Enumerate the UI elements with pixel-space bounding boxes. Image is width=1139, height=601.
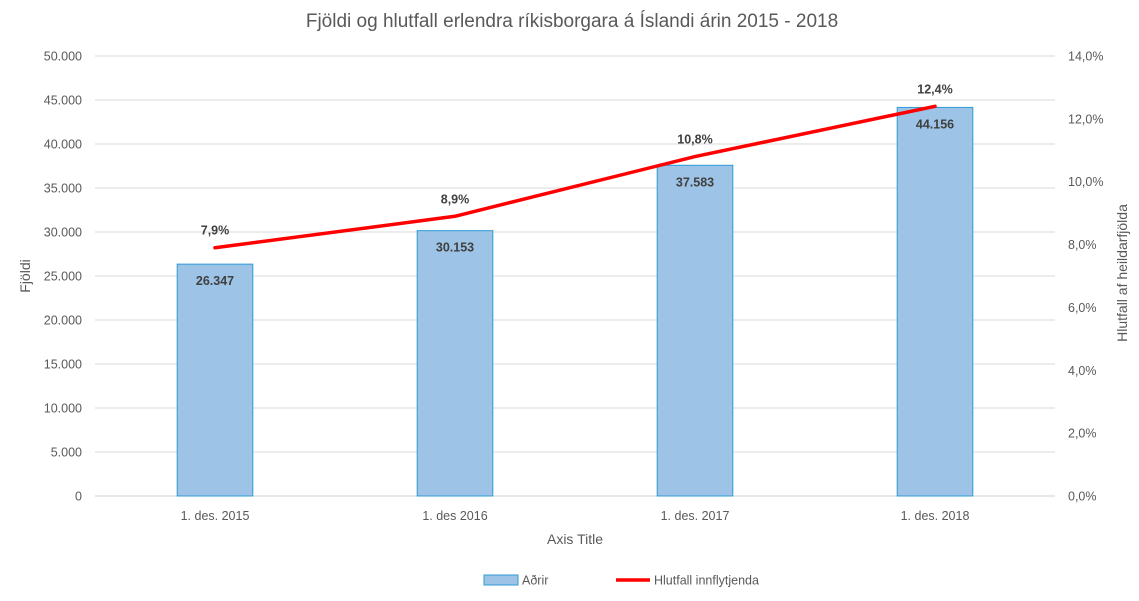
x-tick-label: 1. des 2016: [422, 509, 487, 523]
bar-series: [176, 106, 974, 497]
bar-value-label: 30.153: [436, 241, 474, 255]
line-value-label: 12,4%: [917, 82, 952, 96]
legend: Aðrir Hlutfall innflytjenda: [483, 574, 759, 588]
y-tick-label: 45.000: [44, 94, 82, 108]
y-tick-label: 50.000: [44, 50, 82, 64]
legend-label: Aðrir: [522, 574, 548, 588]
y2-tick-label: 0,0%: [1068, 490, 1097, 504]
bar: [656, 164, 734, 497]
bar-value-label: 26.347: [196, 274, 234, 288]
bar-value-label: 37.583: [676, 175, 714, 189]
chart-title: Fjöldi og hlutfall erlendra ríkisborgara…: [306, 11, 838, 32]
line-value-label: 7,9%: [201, 224, 230, 238]
line-series: [213, 104, 937, 250]
data-labels: 26.347 30.153 37.583 44.156 7,9% 8,9% 10,8% 12,…: [196, 82, 954, 288]
y2-tick-label: 10,0%: [1068, 175, 1103, 189]
legend-label: Hlutfall innflytjenda: [654, 574, 759, 588]
y-tick-label: 30.000: [44, 226, 82, 240]
x-tick-label: 1. des. 2018: [901, 509, 970, 523]
x-axis-title: Axis Title: [547, 531, 603, 547]
y-tick-label: 10.000: [44, 402, 82, 416]
y-tick-label: 0: [75, 490, 82, 504]
legend-swatch-bar: [483, 574, 519, 586]
y2-tick-label: 8,0%: [1068, 238, 1097, 252]
y-axis-right-ticks: 0,0% 2,0% 4,0% 6,0% 8,0% 10,0% 12,0% 14,0%: [1068, 50, 1103, 504]
y-tick-label: 40.000: [44, 138, 82, 152]
y2-tick-label: 2,0%: [1068, 427, 1097, 441]
bar: [416, 230, 494, 497]
y2-tick-label: 14,0%: [1068, 50, 1103, 64]
y2-tick-label: 4,0%: [1068, 364, 1097, 378]
y-axis-left-title: Fjöldi: [17, 259, 33, 292]
y-tick-label: 25.000: [44, 270, 82, 284]
y-axis-right-title: Hlutfall af heildarfjölda: [1114, 204, 1130, 342]
bar-value-label: 44.156: [916, 117, 954, 131]
x-tick-label: 1. des. 2017: [661, 509, 730, 523]
y-axis-left-ticks: 0 5.000 10.000 15.000 20.000 25.000 30.000 35.0…: [44, 50, 82, 504]
bar: [896, 106, 974, 497]
x-axis-ticks: 1. des. 2015 1. des 2016 1. des. 2017 1. de…: [181, 509, 970, 523]
y-tick-label: 15.000: [44, 358, 82, 372]
line-value-label: 8,9%: [441, 192, 470, 206]
y2-tick-label: 12,0%: [1068, 112, 1103, 126]
y-tick-label: 35.000: [44, 182, 82, 196]
bar: [176, 263, 254, 497]
line-path: [213, 104, 937, 250]
y-tick-label: 5.000: [51, 446, 82, 460]
x-tick-label: 1. des. 2015: [181, 509, 250, 523]
y-tick-label: 20.000: [44, 314, 82, 328]
y2-tick-label: 6,0%: [1068, 301, 1097, 315]
gridlines: [95, 55, 1055, 497]
line-value-label: 10,8%: [677, 133, 712, 147]
